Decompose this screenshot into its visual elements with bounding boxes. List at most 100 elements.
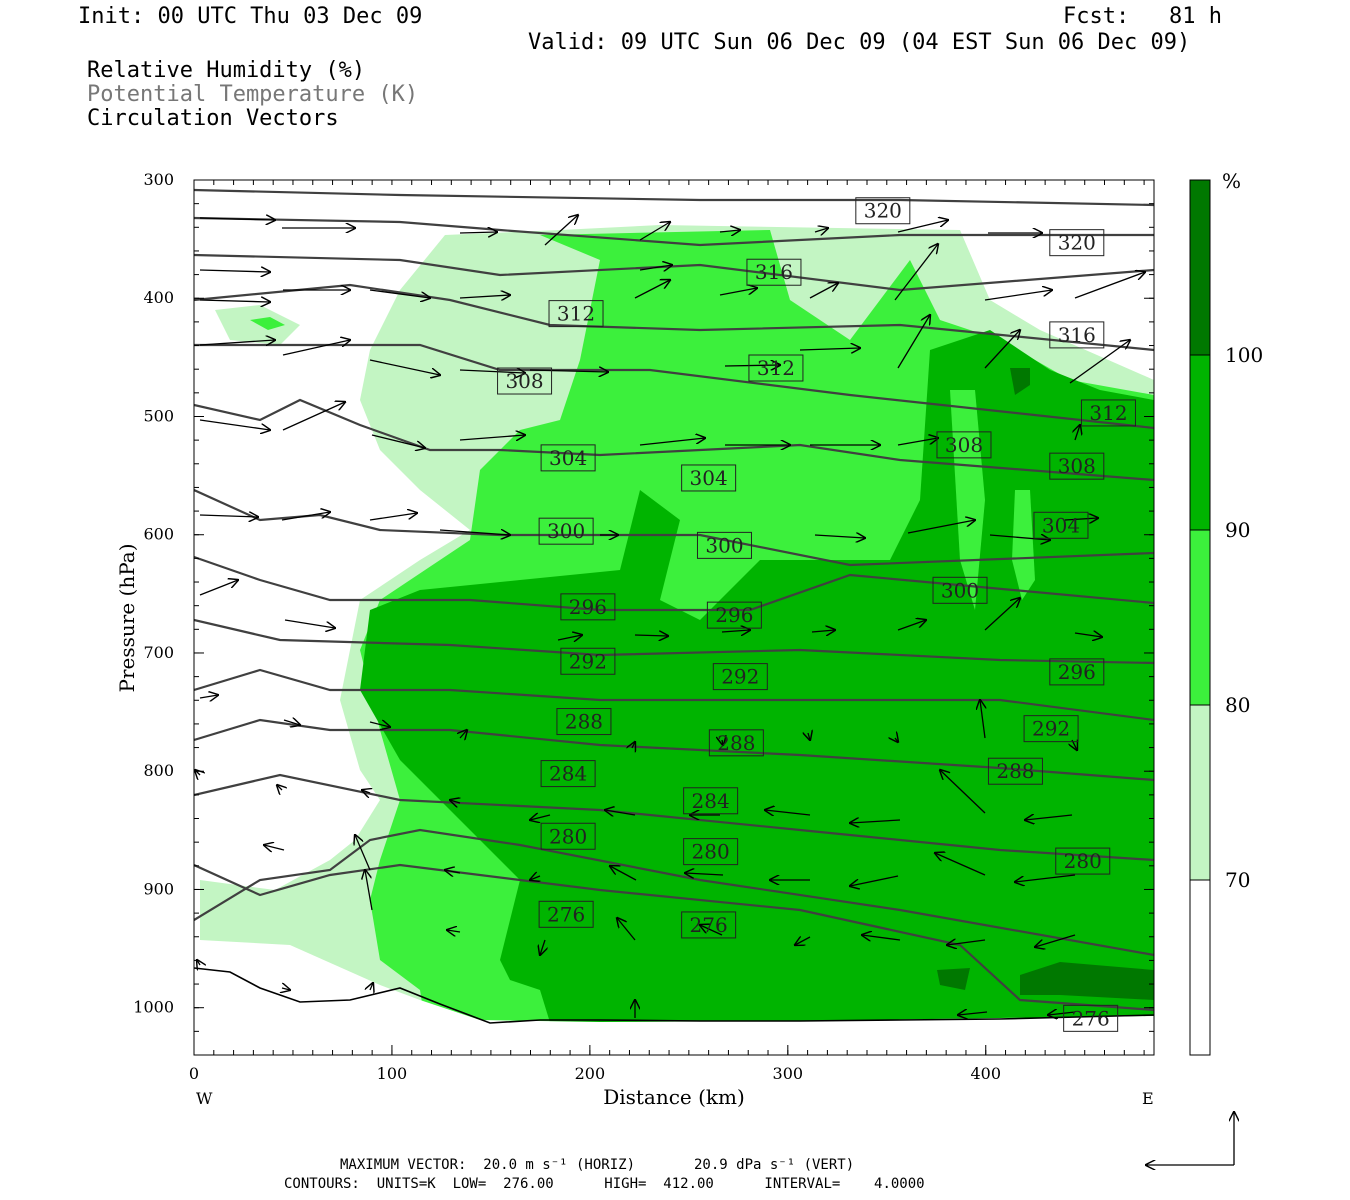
colorbar: 70 80 90 100%: [1189, 169, 1263, 1056]
circulation-vector: [799, 348, 860, 350]
circulation-vector: [1035, 934, 1076, 947]
theta-label: 288: [717, 731, 755, 755]
circulation-vector: [370, 983, 373, 990]
terrain-line: [194, 967, 1154, 1024]
below-ground: [194, 968, 1154, 1055]
circulation-vector: [1015, 874, 1076, 882]
circulation-vector: [1075, 425, 1080, 441]
y-axis-label: Pressure (hPa): [115, 544, 139, 693]
circulation-vector: [1074, 272, 1145, 299]
circulation-vector: [895, 738, 898, 742]
theta-label-box: [1055, 847, 1111, 875]
x-tick-label: 200: [575, 1064, 606, 1083]
circulation-vector: [984, 330, 1020, 369]
x-tick-label: 300: [773, 1064, 804, 1083]
x-axis-label: Distance (km): [603, 1085, 745, 1109]
circulation-vector: [897, 620, 926, 631]
circulation-vector: [355, 835, 371, 871]
init-time: Init: 00 UTC Thu 03 Dec 09: [78, 4, 423, 29]
theta-label-box: [748, 354, 804, 382]
theta-label: 304: [690, 466, 728, 490]
theta-label: 308: [505, 369, 543, 393]
theta-contour: [194, 343, 1154, 430]
colorbar-band: [1189, 879, 1211, 1056]
circulation-vector: [459, 232, 497, 233]
theta-contour: [194, 618, 1154, 665]
circulation-vector: [460, 730, 467, 738]
circulation-vector: [530, 876, 540, 880]
theta-label: 320: [1058, 231, 1096, 255]
theta-label: 304: [549, 446, 587, 470]
y-tick-label: 800: [143, 761, 174, 780]
theta-label: 292: [721, 665, 759, 689]
theta-label: 276: [690, 913, 728, 937]
circulation-vector: [811, 630, 835, 632]
circulation-vector: [795, 937, 811, 945]
y-tick-label: 600: [143, 525, 174, 544]
rh-region-100-a: [1010, 368, 1030, 395]
circulation-vector: [283, 720, 300, 725]
circulation-vector: [277, 785, 282, 790]
circulation-vector: [282, 402, 345, 431]
circulation-vector: [719, 288, 757, 296]
circulation-vector: [765, 810, 811, 815]
circulation-vector: [284, 619, 335, 628]
theta-label-box: [712, 663, 768, 691]
theta-label-box: [538, 517, 594, 545]
circulation-vector: [809, 283, 838, 299]
colorbar-label: 100: [1225, 343, 1263, 367]
circulation-vector: [808, 733, 810, 740]
colorbar-unit: %: [1222, 169, 1241, 193]
y-tick-label: 300: [143, 170, 174, 189]
colorbar-band: [1189, 354, 1211, 531]
circulation-vector: [639, 438, 705, 446]
rh-region-100-b: [1020, 962, 1154, 1000]
theta-label-box: [1049, 658, 1105, 686]
theta-label-box: [855, 197, 911, 225]
theta-label: 296: [569, 595, 607, 619]
circulation-vector: [634, 280, 670, 299]
circulation-vector: [989, 535, 1050, 540]
y-tick-label: 900: [143, 879, 174, 898]
theta-label: 300: [941, 578, 979, 602]
circulation-vector: [439, 530, 510, 535]
theta-label-box: [560, 647, 616, 675]
theta-label-box: [681, 464, 737, 492]
circulation-vector: [700, 925, 723, 936]
circulation-vector: [264, 845, 285, 850]
colorbar-label: 70: [1225, 868, 1250, 892]
circulation-vector: [814, 228, 828, 232]
circulation-vector: [544, 215, 578, 246]
circulation-vector: [894, 244, 938, 301]
theta-label: 312: [557, 302, 595, 326]
circulation-vector: [984, 290, 1052, 301]
circulation-vector: [530, 815, 551, 820]
theta-label-box: [1033, 511, 1089, 539]
circulation-vector: [980, 700, 985, 739]
theta-label-box: [538, 900, 594, 928]
theta-label-box: [1049, 321, 1105, 349]
max-vector-note: MAXIMUM VECTOR: 20.0 m s⁻¹ (HORIZ) 20.9 …: [340, 1157, 855, 1173]
circulation-vector: [719, 230, 740, 232]
circulation-vector: [721, 630, 750, 632]
forecast-hour: Fcst: 81 h: [1063, 4, 1222, 29]
theta-label-box: [540, 822, 596, 850]
theta-contour: [194, 668, 1154, 722]
theta-label: 296: [1058, 660, 1096, 684]
field-label-vectors: Circulation Vectors: [87, 106, 339, 131]
circulation-vector: [634, 635, 668, 636]
y-tick-label: 400: [143, 288, 174, 307]
theta-contour: [194, 828, 1154, 957]
circulation-vector: [617, 918, 636, 941]
circulation-vector: [722, 740, 723, 745]
plot-frame: [193, 179, 1155, 1056]
theta-label-box: [681, 911, 737, 939]
theta-label: 284: [692, 789, 730, 813]
theta-contour: [194, 216, 1154, 247]
circulation-vector: [1074, 633, 1102, 637]
theta-label-box: [540, 444, 596, 472]
circulation-vector: [281, 512, 330, 521]
theta-label-box: [1049, 229, 1105, 257]
x-tick-label: 400: [970, 1064, 1001, 1083]
field-label-theta: Potential Temperature (K): [87, 82, 419, 107]
